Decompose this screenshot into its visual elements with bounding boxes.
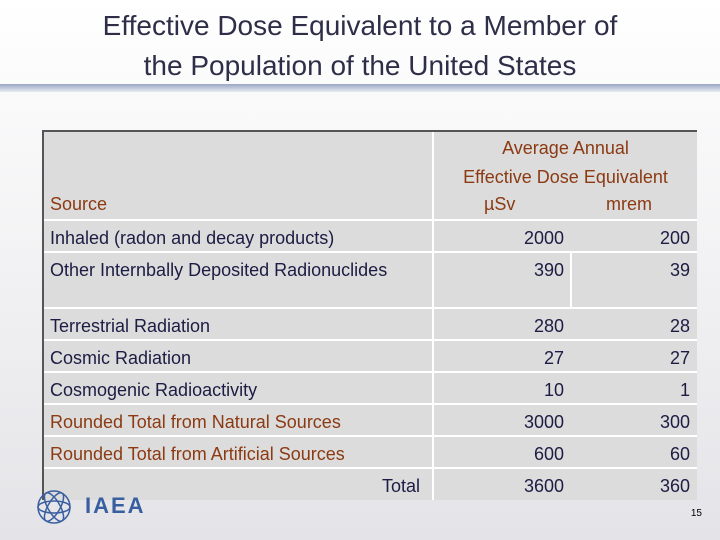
page-number: 15 bbox=[690, 508, 702, 519]
row-divider bbox=[44, 403, 697, 405]
title: Effective Dose Equivalent to a Member of… bbox=[0, 6, 720, 86]
row-label: Cosmic Radiation bbox=[50, 348, 192, 368]
column-header: Average Annual Effective Dose Equivalent bbox=[434, 134, 697, 192]
row-divider bbox=[44, 435, 697, 437]
dose-usv: 10 bbox=[543, 380, 564, 400]
row-label: Rounded Total from Artificial Sources bbox=[50, 444, 345, 464]
row-label: Other Internbally Deposited Radionuclide… bbox=[50, 260, 388, 280]
row-divider bbox=[44, 219, 697, 221]
dose-usv: 390 bbox=[533, 260, 564, 280]
column-header-line: Average Annual bbox=[502, 138, 629, 158]
logo: IAEA bbox=[37, 490, 146, 524]
unit-label: mrem bbox=[606, 194, 652, 214]
dose-mrem: 360 bbox=[659, 476, 690, 496]
row-label: Total bbox=[381, 476, 420, 496]
dose-usv: 3000 bbox=[523, 412, 564, 432]
column-divider bbox=[432, 132, 434, 500]
unit-label: µSv bbox=[484, 194, 516, 214]
dose-usv: 3600 bbox=[523, 476, 564, 496]
row-label: Cosmogenic Radioactivity bbox=[50, 380, 258, 400]
dose-mrem: 27 bbox=[669, 348, 690, 368]
title-bar bbox=[0, 84, 720, 92]
cell-divider bbox=[570, 252, 572, 308]
row-divider bbox=[44, 251, 697, 253]
row-label: Rounded Total from Natural Sources bbox=[50, 412, 341, 432]
dose-mrem: 200 bbox=[659, 228, 690, 248]
title-line: the Population of the United States bbox=[143, 50, 577, 81]
dose-mrem: 60 bbox=[669, 444, 690, 464]
table: Average Annual Effective Dose Equivalent… bbox=[42, 130, 697, 500]
dose-usv: 2000 bbox=[523, 228, 564, 248]
title-line: Effective Dose Equivalent to a Member of bbox=[102, 10, 618, 41]
row-label: Terrestrial Radiation bbox=[50, 316, 211, 336]
row-label: Inhaled (radon and decay products) bbox=[50, 228, 335, 248]
dose-usv: 600 bbox=[533, 444, 564, 464]
source-label: Source bbox=[50, 194, 108, 214]
dose-usv: 27 bbox=[543, 348, 564, 368]
dose-mrem: 1 bbox=[679, 380, 690, 400]
row-divider bbox=[44, 307, 697, 309]
logo-text: IAEA bbox=[85, 493, 146, 518]
row-divider bbox=[44, 371, 697, 373]
dose-mrem: 300 bbox=[659, 412, 690, 432]
column-header-line: Effective Dose Equivalent bbox=[463, 167, 668, 187]
row-divider bbox=[44, 339, 697, 341]
dose-usv: 280 bbox=[533, 316, 564, 336]
dose-mrem: 28 bbox=[669, 316, 690, 336]
row-divider bbox=[44, 467, 697, 469]
dose-mrem: 39 bbox=[669, 260, 690, 280]
